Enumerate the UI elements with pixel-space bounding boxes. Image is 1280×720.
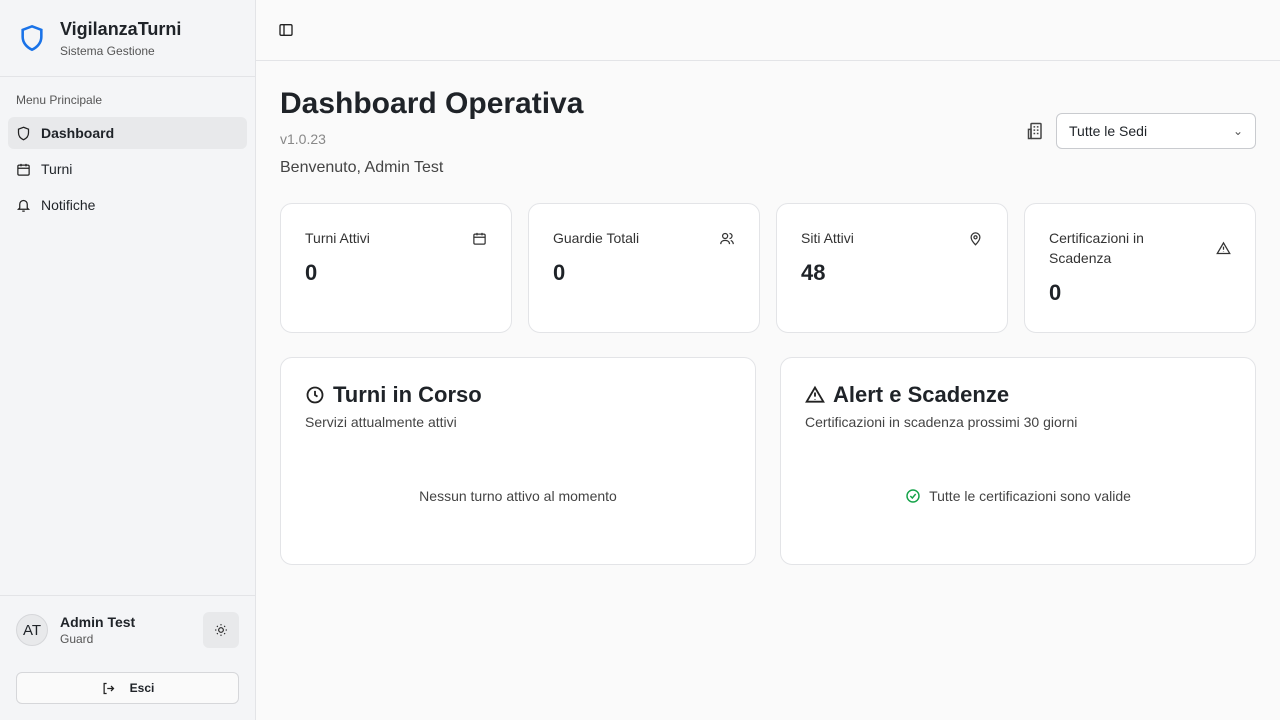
sidebar-item-label: Notifiche <box>41 197 96 213</box>
stat-label: Turni Attivi <box>305 230 370 246</box>
sidebar-item-label: Turni <box>41 161 73 177</box>
panel-title: Turni in Corso <box>333 382 482 407</box>
building-icon <box>1027 122 1042 140</box>
empty-message: Tutte le certificazioni sono valide <box>929 488 1131 504</box>
shield-icon <box>17 126 30 140</box>
bell-icon <box>16 199 31 212</box>
check-circle-icon <box>906 489 920 503</box>
theme-toggle-button[interactable] <box>203 612 239 648</box>
sidebar-item-turni[interactable]: Turni <box>8 153 247 185</box>
stat-card-guardie-totali: Guardie Totali 0 <box>528 203 760 333</box>
logout-icon <box>103 682 115 694</box>
panel-description: Servizi attualmente attivi <box>305 414 457 430</box>
sidebar-item-notifiche[interactable]: Notifiche <box>8 189 247 221</box>
main-menu: Menu Principale Dashboard Turni Notifich… <box>0 77 255 595</box>
welcome-text: Benvenuto, Admin Test <box>280 159 444 176</box>
sidebar-item-label: Dashboard <box>41 125 115 141</box>
stat-value: 0 <box>553 260 566 285</box>
panel-description: Certificazioni in scadenza prossimi 30 g… <box>805 414 1078 430</box>
stat-label: Guardie Totali <box>553 230 640 246</box>
app-title: VigilanzaTurni <box>60 18 182 39</box>
clock-icon <box>306 386 324 404</box>
sun-icon <box>215 624 227 636</box>
chevron-down-icon: ⌄ <box>1232 124 1243 138</box>
shifts-panel: Turni in Corso Servizi attualmente attivi… <box>280 357 756 565</box>
stat-value: 0 <box>305 260 318 285</box>
stat-card-turni-attivi: Turni Attivi 0 <box>280 203 512 333</box>
user-footer: AT Admin Test Guard Esci <box>0 595 255 720</box>
stat-value: 48 <box>801 260 826 285</box>
brand: VigilanzaTurni Sistema Gestione <box>0 0 255 77</box>
site-select-value: Tutte le Sedi <box>1069 123 1148 139</box>
sidebar: VigilanzaTurni Sistema Gestione Menu Prin… <box>0 0 256 720</box>
app-subtitle: Sistema Gestione <box>60 43 155 58</box>
alert-triangle-icon <box>805 385 825 403</box>
shield-logo-icon <box>21 24 43 52</box>
logout-label: Esci <box>129 681 155 695</box>
user-name: Admin Test <box>60 614 136 630</box>
avatar: AT <box>16 614 48 646</box>
menu-section-label: Menu Principale <box>16 93 103 107</box>
page-title: Dashboard Operativa <box>280 87 584 120</box>
logout-button[interactable]: Esci <box>16 672 239 704</box>
stat-label: Certificazioni in Scadenza <box>1049 230 1144 266</box>
stat-card-certificazioni: Certificazioni in Scadenza 0 <box>1024 203 1256 333</box>
version: v1.0.23 <box>280 131 326 147</box>
users-icon <box>720 232 734 244</box>
panel-title: Alert e Scadenze <box>833 382 1010 407</box>
alerts-panel: Alert e Scadenze Certificazioni in scaden… <box>780 357 1256 565</box>
empty-message: Nessun turno attivo al momento <box>419 488 617 504</box>
stat-label: Siti Attivi <box>801 230 854 246</box>
sidebar-toggle-icon[interactable] <box>278 22 294 38</box>
map-pin-icon <box>970 231 981 246</box>
alert-triangle-icon <box>1216 241 1231 254</box>
stat-value: 0 <box>1049 280 1062 305</box>
calendar-icon <box>17 163 30 176</box>
user-role: Guard <box>60 632 94 646</box>
sidebar-item-dashboard[interactable]: Dashboard <box>8 117 247 149</box>
site-select[interactable]: Tutte le Sedi ⌄ <box>1056 113 1256 149</box>
main: Dashboard Operativa v1.0.23 Benvenuto, A… <box>256 0 1280 720</box>
calendar-icon <box>473 232 486 245</box>
stat-card-siti-attivi: Siti Attivi 48 <box>776 203 1008 333</box>
